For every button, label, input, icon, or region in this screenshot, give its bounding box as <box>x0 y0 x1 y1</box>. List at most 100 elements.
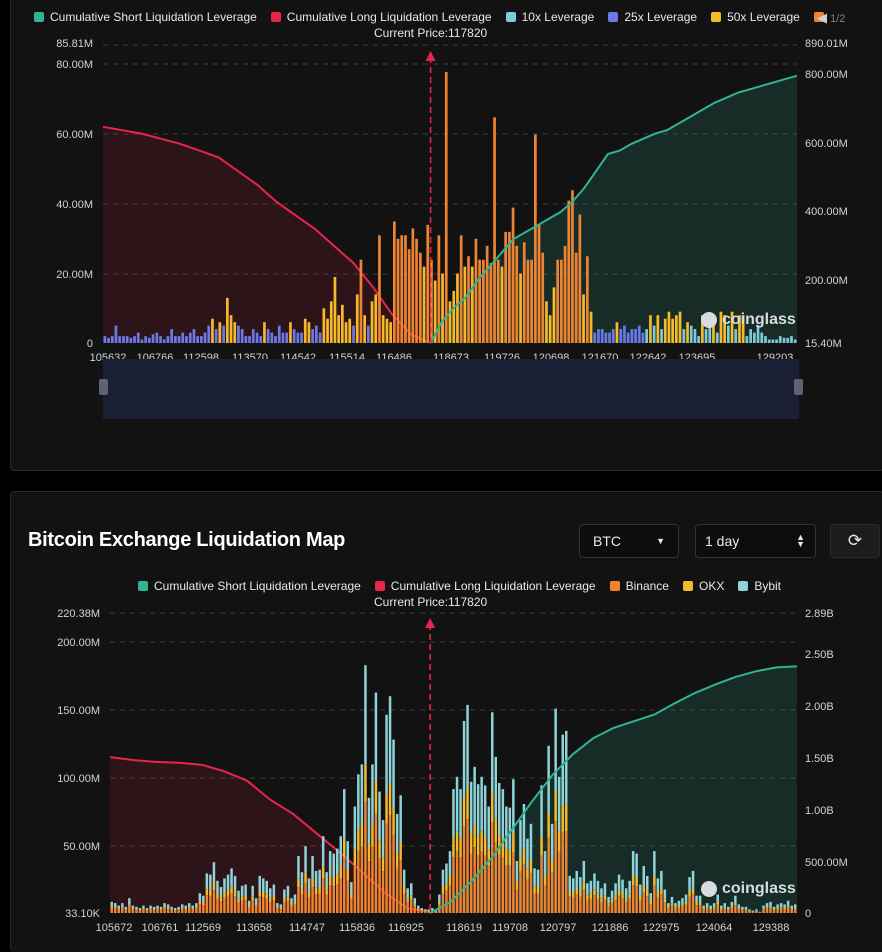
bar-binance <box>336 884 339 913</box>
bar-okx <box>230 886 233 893</box>
legend-item-long[interactable]: Cumulative Long Liquidation Leverage <box>271 10 492 24</box>
bar-binance <box>791 910 794 913</box>
bar-bybit <box>445 864 448 884</box>
bar-binance <box>280 909 283 913</box>
bar-okx <box>724 907 727 909</box>
bar-bybit <box>456 777 459 832</box>
zoom-handle-right[interactable] <box>794 379 803 395</box>
bar-okx <box>480 831 483 851</box>
pager-prev-icon[interactable]: ◀ <box>817 10 827 25</box>
bar-binance <box>290 906 293 913</box>
bar-okx <box>206 889 209 895</box>
bar-binance <box>202 905 205 913</box>
bar-binance <box>389 816 392 914</box>
bar-binance <box>614 900 617 913</box>
bar-binance <box>139 911 142 913</box>
bar <box>790 336 793 343</box>
legend-item-long[interactable]: Cumulative Long Liquidation Leverage <box>375 579 596 593</box>
bar-binance <box>142 910 145 913</box>
period-select[interactable]: 1 day ▲▼ <box>695 524 816 558</box>
bar-okx <box>406 898 409 902</box>
bar-bybit <box>311 856 314 879</box>
bar-okx <box>118 909 121 910</box>
bar-binance <box>692 894 695 913</box>
right-axis-tick-label: 2.50B <box>805 649 834 661</box>
bar <box>311 329 314 343</box>
bar-binance <box>505 865 508 913</box>
bar-okx <box>495 819 498 842</box>
legend-swatch <box>711 12 721 22</box>
bar-bybit <box>170 907 173 910</box>
bar-bybit <box>269 888 272 898</box>
legend-item-50x[interactable]: 50x Leverage <box>711 10 800 24</box>
bar-binance <box>318 894 321 914</box>
legend-item-okx[interactable]: OKX <box>683 579 724 593</box>
bar-binance <box>540 856 543 913</box>
legend-item-binance[interactable]: Binance <box>610 579 669 593</box>
bar-binance <box>456 852 459 913</box>
legend-item-bybit[interactable]: Bybit <box>738 579 781 593</box>
bar-okx <box>477 836 480 855</box>
pager-text: 1/2 <box>830 13 845 25</box>
coin-select-value: BTC <box>593 533 621 549</box>
bar-binance <box>783 909 786 913</box>
right-axis-tick-label: 2.89B <box>805 608 834 620</box>
legend-item-10x[interactable]: 10x Leverage <box>506 10 595 24</box>
bar <box>590 312 593 343</box>
bar-binance <box>769 908 772 913</box>
bar-bybit <box>336 849 339 875</box>
bar-bybit <box>491 712 494 792</box>
bar <box>215 329 218 343</box>
bar-okx <box>354 849 357 865</box>
bar-binance <box>572 897 575 913</box>
x-axis-tick-label: 106761 <box>142 922 179 934</box>
bar-bybit <box>399 795 402 842</box>
legend-exchange: Cumulative Short Liquidation Leverage Cu… <box>138 579 795 593</box>
bar-bybit <box>276 903 279 907</box>
short-cumulative-area <box>431 76 797 343</box>
legend-label: Binance <box>626 579 669 593</box>
bar-bybit <box>438 895 441 902</box>
bar-bybit <box>632 851 635 876</box>
coinglass-watermark: coinglass <box>701 311 796 329</box>
bar-bybit <box>466 705 469 788</box>
bar-bybit <box>533 868 536 886</box>
legend-label: Cumulative Short Liquidation Leverage <box>154 579 361 593</box>
bar-okx <box>311 879 314 888</box>
legend-item-short[interactable]: Cumulative Short Liquidation Leverage <box>34 10 257 24</box>
bar-okx <box>375 781 378 814</box>
zoom-slider[interactable] <box>103 359 799 419</box>
bar-binance <box>695 905 698 913</box>
bar-bybit <box>562 735 565 806</box>
bar-okx <box>449 876 452 885</box>
refresh-button[interactable]: ⟳ <box>830 524 880 558</box>
coinglass-logo-icon <box>701 881 717 897</box>
bar-okx <box>618 890 621 896</box>
bar-bybit <box>643 866 646 885</box>
coin-select[interactable]: BTC ▼ <box>579 524 679 558</box>
bar-binance <box>516 890 519 913</box>
bar-okx <box>304 873 307 883</box>
bar-okx <box>783 908 786 909</box>
bar-bybit <box>614 883 617 895</box>
bar-okx <box>628 894 631 899</box>
bar-binance <box>213 890 216 913</box>
bar <box>653 326 656 343</box>
bar-okx <box>167 908 170 909</box>
watermark-text: coinglass <box>722 311 796 329</box>
legend-item-25x[interactable]: 25x Leverage <box>608 10 697 24</box>
bar-binance <box>639 900 642 913</box>
bar-okx <box>727 909 730 910</box>
bar-binance <box>688 897 691 913</box>
bar-binance <box>396 868 399 913</box>
right-axis-tick-label: 15.40M <box>805 338 842 350</box>
bar-bybit <box>473 767 476 826</box>
bar <box>222 326 225 343</box>
bar-binance <box>554 821 557 913</box>
bar <box>512 208 515 343</box>
bar-bybit <box>128 898 131 904</box>
bar-okx <box>177 909 180 910</box>
legend-item-short[interactable]: Cumulative Short Liquidation Leverage <box>138 579 361 593</box>
zoom-handle-left[interactable] <box>99 379 108 395</box>
bar-binance <box>512 853 515 913</box>
